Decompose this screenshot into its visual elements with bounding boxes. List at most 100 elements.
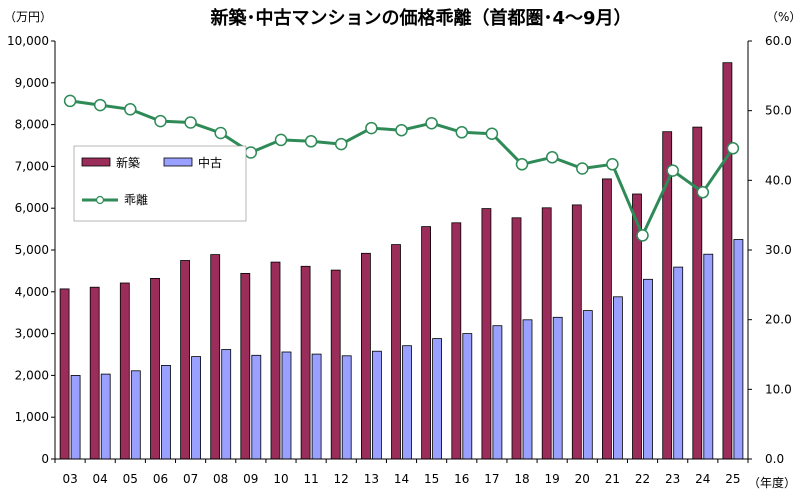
x-tick-label-25: 25 [725,472,740,486]
bar-chuko-10 [281,351,292,460]
left-tick-label: 10,000 [7,34,49,48]
x-tick-label-10: 10 [273,472,288,486]
point-kairi-25 [726,142,740,155]
point-kairi-08 [214,126,227,140]
x-tick-label-13: 13 [364,472,379,486]
x-tick-label-17: 17 [484,472,499,486]
bar-shinchiku-08 [210,254,221,460]
left-tick-label: 0 [41,452,49,466]
bar-chuko-18 [522,319,533,460]
x-tick-label-23: 23 [665,472,680,486]
left-axis-ticks: 0 1,000 2,000 3,000 4,000 5,000 6,000 7,000 8,00… [7,34,55,466]
point-kairi-21 [606,158,619,171]
bar-chuko-14 [402,345,412,460]
left-tick-label: 8,000 [15,118,49,132]
right-tick-label: 10.0 [765,382,792,396]
legend-swatch-chuko [163,157,193,167]
legend-label-chuko: 中古 [198,155,222,170]
bar-chuko-16 [462,333,473,460]
legend-label-shinchiku: 新築 [116,155,140,170]
left-tick-label: 4,000 [15,285,49,299]
point-kairi-12 [334,137,348,151]
right-tick-label: 50.0 [765,104,792,118]
bar-shinchiku-11 [300,265,311,460]
point-kairi-17 [485,127,499,140]
bar-chuko-04 [100,373,111,460]
bar-shinchiku-04 [89,286,100,460]
point-kairi-14 [395,123,408,137]
bar-shinchiku-17 [481,208,492,460]
bar-shinchiku-25 [722,62,733,460]
x-tick-label-19: 19 [545,472,560,486]
chart-title: 新築･中古マンションの価格乖離（首都圏･4～9月） [210,7,631,29]
bar-chuko-08 [221,349,232,460]
legend-label-kairi: 乖離 [124,193,148,207]
x-tick-label-09: 09 [243,472,258,486]
x-tick-label-04: 04 [93,472,108,486]
bar-chuko-05 [130,370,141,460]
x-tick-label-12: 12 [334,472,349,486]
left-tick-label: 7,000 [15,159,49,173]
point-kairi-16 [455,126,469,139]
right-tick-label: 0.0 [765,452,784,466]
bar-chuko-17 [492,325,503,460]
bar-shinchiku-13 [360,252,371,460]
right-tick-label: 60.0 [765,34,792,48]
left-tick-label: 1,000 [15,410,49,424]
bar-chuko-11 [311,353,322,460]
x-tick-label-24: 24 [695,472,710,486]
point-kairi-09 [244,146,258,159]
bar-shinchiku-05 [119,282,130,460]
x-tick-label-03: 03 [62,472,77,486]
line-group [63,94,740,242]
point-kairi-13 [365,121,378,135]
x-axis-unit: （年度） [748,475,796,490]
x-tick-label-14: 14 [394,472,409,486]
bar-shinchiku-21 [602,178,612,460]
left-tick-label: 6,000 [15,201,49,215]
x-tick-label-08: 08 [213,472,228,486]
point-kairi-15 [425,116,438,130]
x-tick-label-07: 07 [183,472,198,486]
point-kairi-10 [274,133,288,147]
x-tick-label-05: 05 [123,472,138,486]
x-axis-ticks: 03 04 05 06 07 08 09 10 11 12 13 14 15 16 17 18 19 20 21 22… [54,459,749,486]
x-tick-label-20: 20 [575,472,590,486]
left-tick-label: 5,000 [15,243,49,257]
bar-chuko-25 [733,239,744,460]
point-kairi-04 [93,98,107,112]
bar-shinchiku-16 [451,222,462,460]
bar-chuko-07 [191,356,202,460]
bar-shinchiku-14 [391,244,401,460]
right-axis-ticks: 0.0 10.0 20.0 30.0 40.0 50.0 60.0 [748,34,792,466]
bar-chuko-09 [251,354,262,460]
point-kairi-24 [696,185,710,199]
right-axis-unit: （%） [766,10,800,24]
point-kairi-20 [576,162,589,175]
x-tick-label-21: 21 [605,472,620,486]
bar-shinchiku-20 [571,204,582,460]
bar-shinchiku-19 [541,207,552,460]
x-tick-label-22: 22 [635,472,650,486]
legend-swatch-shinchiku [81,157,111,167]
point-kairi-18 [515,158,529,171]
x-tick-label-18: 18 [514,472,529,486]
point-kairi-03 [63,94,77,108]
right-tick-label: 30.0 [765,243,792,257]
bar-shinchiku-07 [180,260,191,460]
bar-shinchiku-09 [240,272,251,460]
bar-chuko-19 [552,316,563,460]
bar-chuko-21 [613,296,623,460]
bar-shinchiku-15 [421,226,432,460]
point-kairi-22 [636,229,649,242]
bar-chuko-20 [582,310,593,460]
left-tick-label: 3,000 [15,327,49,341]
left-tick-label: 9,000 [15,76,49,90]
bar-chuko-12 [341,355,352,460]
bar-chuko-23 [673,266,684,460]
right-tick-label: 40.0 [765,173,792,187]
bar-shinchiku-18 [511,217,522,460]
point-kairi-05 [124,103,137,116]
